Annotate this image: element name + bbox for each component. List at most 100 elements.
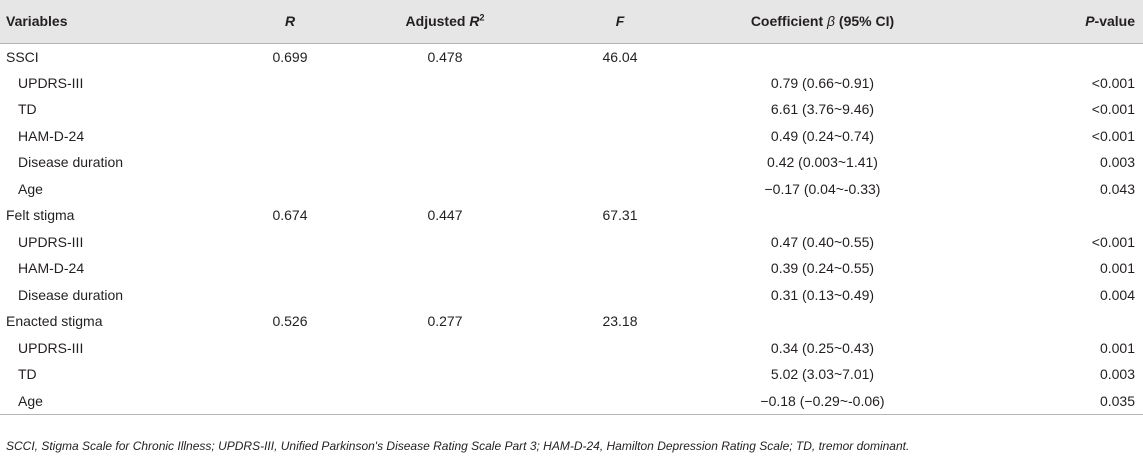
header-p-value: P-value	[950, 0, 1143, 44]
table-row-subitem: TD 6.61 (3.76~9.46) <0.001	[0, 96, 1143, 123]
cell-r: 0.699	[272, 48, 308, 65]
cell-adjusted-r2	[345, 387, 545, 415]
cell-r	[235, 229, 345, 256]
cell-variable: Age	[18, 180, 43, 197]
cell-adjusted-r2	[345, 361, 545, 388]
table-row-subitem: Age −0.18 (−0.29~-0.06) 0.035	[0, 387, 1143, 415]
cell-coefficient	[695, 202, 950, 229]
cell-adjusted-r2	[345, 229, 545, 256]
cell-f	[545, 176, 695, 203]
header-coef-beta: β	[827, 13, 836, 30]
table-footnote: SCCI, Stigma Scale for Chronic Illness; …	[6, 439, 910, 453]
header-adjusted-label: Adjusted	[405, 13, 470, 30]
table-row-group: Enacted stigma 0.526 0.277 23.18	[0, 308, 1143, 335]
header-r: R	[235, 0, 345, 44]
cell-p-value	[950, 308, 1143, 335]
cell-f	[545, 96, 695, 123]
header-adjusted-r2: Adjusted R2	[345, 0, 545, 44]
cell-p-value: 0.004	[1099, 286, 1135, 303]
cell-variable: TD	[18, 101, 37, 118]
table-row-subitem: Disease duration 0.31 (0.13~0.49) 0.004	[0, 282, 1143, 309]
cell-f	[545, 282, 695, 309]
cell-p-value: <0.001	[1091, 127, 1135, 144]
cell-coefficient: 5.02 (3.03~7.01)	[770, 366, 875, 383]
cell-r	[235, 149, 345, 176]
cell-f: 46.04	[602, 48, 638, 65]
cell-coefficient: 0.39 (0.24~0.55)	[770, 260, 875, 277]
header-variables: Variables	[0, 0, 235, 44]
cell-r	[235, 282, 345, 309]
header-p-rest: -value	[1094, 13, 1135, 30]
cell-variable: HAM-D-24	[18, 127, 85, 144]
header-adjusted-sup: 2	[479, 12, 485, 23]
cell-variable: Age	[0, 387, 235, 415]
header-f-label: F	[615, 13, 625, 30]
cell-coefficient	[695, 43, 950, 70]
cell-variable: Disease duration	[18, 154, 124, 171]
cell-coefficient: 0.47 (0.40~0.55)	[770, 233, 875, 250]
cell-adjusted-r2	[345, 335, 545, 362]
cell-adjusted-r2: 0.478	[427, 48, 463, 65]
cell-adjusted-r2	[345, 123, 545, 150]
cell-p-value: 0.043	[1099, 180, 1135, 197]
cell-variable: Felt stigma	[6, 207, 75, 224]
cell-coefficient: 0.42 (0.003~1.41)	[767, 154, 878, 171]
header-coef-ci: (95% CI)	[835, 13, 895, 30]
regression-table: Variables R Adjusted R2 F Coefficient β …	[0, 0, 1143, 415]
cell-coefficient: 0.34 (0.25~0.43)	[770, 339, 875, 356]
cell-adjusted-r2	[345, 255, 545, 282]
cell-coefficient	[695, 308, 950, 335]
table-row-subitem: Age −0.17 (0.04~-0.33) 0.043	[0, 176, 1143, 203]
cell-p-value: 0.003	[1099, 154, 1135, 171]
cell-p-value: 0.003	[1099, 366, 1135, 383]
cell-r: 0.526	[272, 313, 308, 330]
cell-variable: SSCI	[6, 48, 39, 65]
cell-p-value: <0.001	[1091, 233, 1135, 250]
cell-p-value: <0.001	[1091, 74, 1135, 91]
table-row-group: Felt stigma 0.674 0.447 67.31	[0, 202, 1143, 229]
cell-variable: HAM-D-24	[18, 260, 85, 277]
cell-f	[545, 255, 695, 282]
cell-f	[545, 229, 695, 256]
cell-p-value: 0.035	[950, 387, 1143, 415]
cell-r	[235, 96, 345, 123]
cell-r	[235, 335, 345, 362]
cell-r: 0.674	[272, 207, 308, 224]
table-header-row: Variables R Adjusted R2 F Coefficient β …	[0, 0, 1143, 44]
table-body: SSCI 0.699 0.478 46.04 UPDRS-III 0.79 (0.66~0…	[0, 43, 1143, 415]
cell-adjusted-r2	[345, 96, 545, 123]
table-row-subitem: HAM-D-24 0.49 (0.24~0.74) <0.001	[0, 123, 1143, 150]
table-row-subitem: HAM-D-24 0.39 (0.24~0.55) 0.001	[0, 255, 1143, 282]
header-coefficient: Coefficient β (95% CI)	[695, 0, 950, 44]
cell-f	[545, 149, 695, 176]
cell-r	[235, 255, 345, 282]
cell-r	[235, 387, 345, 415]
cell-adjusted-r2	[345, 70, 545, 97]
cell-variable: UPDRS-III	[18, 233, 84, 250]
cell-coefficient: 0.49 (0.24~0.74)	[770, 127, 875, 144]
cell-adjusted-r2	[345, 176, 545, 203]
cell-variable: UPDRS-III	[18, 339, 84, 356]
cell-f: 23.18	[602, 313, 638, 330]
header-coef-label: Coefficient	[750, 13, 828, 30]
table-row-subitem: UPDRS-III 0.47 (0.40~0.55) <0.001	[0, 229, 1143, 256]
cell-coefficient: 0.79 (0.66~0.91)	[770, 74, 875, 91]
cell-variable: TD	[18, 366, 37, 383]
cell-coefficient: −0.17 (0.04~-0.33)	[764, 180, 881, 197]
table-row-subitem: Disease duration 0.42 (0.003~1.41) 0.003	[0, 149, 1143, 176]
cell-p-value: <0.001	[1091, 101, 1135, 118]
table-row-subitem: UPDRS-III 0.79 (0.66~0.91) <0.001	[0, 70, 1143, 97]
cell-adjusted-r2	[345, 282, 545, 309]
cell-p-value: 0.001	[1099, 339, 1135, 356]
cell-f	[545, 123, 695, 150]
header-adjusted-r: R	[469, 13, 480, 30]
cell-adjusted-r2	[345, 149, 545, 176]
cell-adjusted-r2: 0.447	[427, 207, 463, 224]
cell-p-value: 0.001	[1099, 260, 1135, 277]
cell-f	[545, 70, 695, 97]
cell-r	[235, 70, 345, 97]
cell-f	[545, 361, 695, 388]
cell-p-value	[950, 43, 1143, 70]
cell-r	[235, 176, 345, 203]
